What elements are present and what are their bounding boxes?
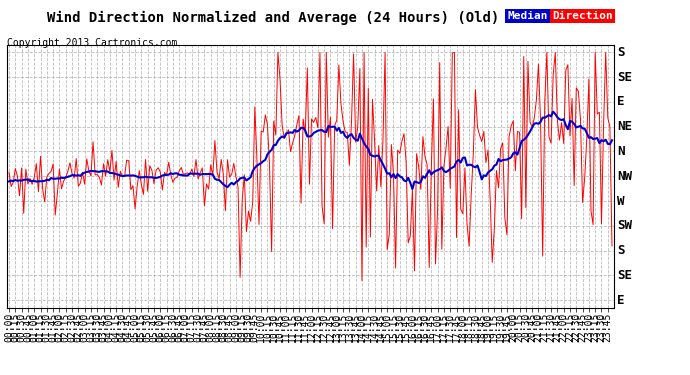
Text: Wind Direction Normalized and Average (24 Hours) (Old) 20130720: Wind Direction Normalized and Average (2… [47,11,574,26]
Text: W: W [617,195,624,207]
Text: E: E [617,96,624,108]
Text: S: S [617,244,624,257]
Text: SE: SE [617,269,632,282]
Text: Copyright 2013 Cartronics.com: Copyright 2013 Cartronics.com [7,38,177,48]
Text: S: S [617,46,624,59]
Text: E: E [617,294,624,307]
Text: Direction: Direction [552,11,613,21]
Text: NW: NW [617,170,632,183]
Text: NE: NE [617,120,632,133]
Text: SW: SW [617,219,632,232]
Text: Median: Median [507,11,548,21]
Text: N: N [617,145,624,158]
Text: SE: SE [617,71,632,84]
